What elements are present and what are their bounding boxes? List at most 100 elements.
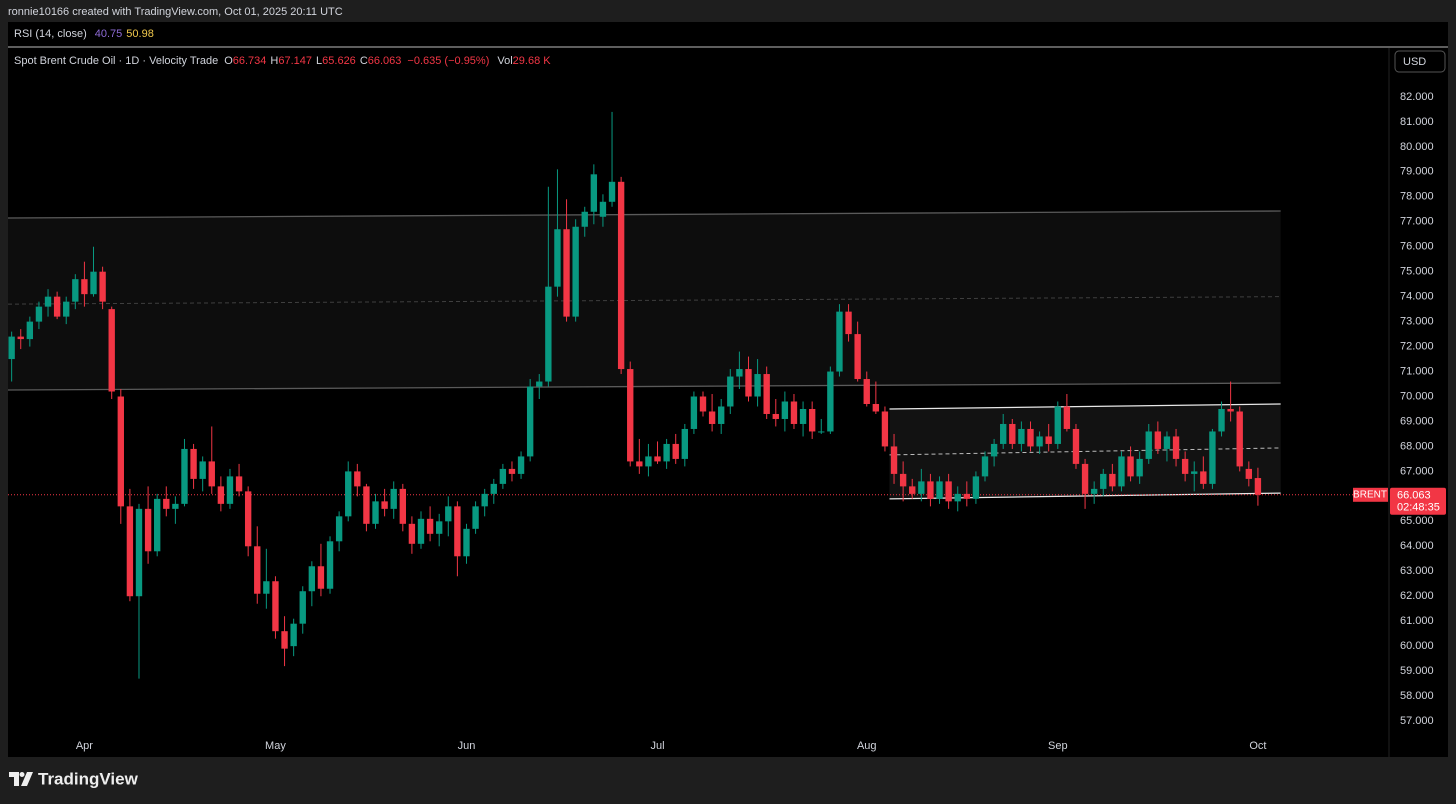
candle-body: [517, 456, 525, 474]
candle-body: [1018, 428, 1025, 444]
candle-body: [199, 461, 206, 479]
y-tick-label: 68.000: [1400, 440, 1434, 452]
candle-body: [690, 396, 698, 429]
candle-body: [72, 279, 79, 302]
candle-body: [217, 486, 225, 504]
y-tick-label: 60.000: [1400, 640, 1434, 652]
y-tick-label: 79.000: [1400, 166, 1434, 178]
candle-body: [672, 443, 679, 459]
currency[interactable]: USD: [1403, 56, 1426, 68]
brand-logo: TradingView: [9, 769, 139, 788]
zone-mid-line: [8, 296, 1281, 305]
candle-body: [1009, 423, 1016, 444]
candle-body: [8, 336, 15, 360]
candle-body: [254, 546, 261, 594]
candle-body: [536, 381, 543, 387]
brand-name: TradingView: [38, 769, 139, 788]
candle-body: [408, 523, 416, 544]
candle-body: [1081, 463, 1089, 494]
candle-body: [235, 476, 243, 492]
candle-body: [299, 591, 306, 624]
candle-body: [918, 481, 925, 494]
y-tick-label: 73.000: [1400, 316, 1434, 328]
candle-body: [244, 491, 252, 547]
candle-body: [481, 493, 488, 507]
candle-body: [836, 311, 843, 372]
candle-body: [290, 623, 297, 647]
candle-body: [872, 403, 880, 412]
candle-body: [1090, 488, 1098, 494]
candle-body: [590, 174, 598, 212]
candle-body: [154, 498, 161, 552]
y-tick-label: 80.000: [1400, 141, 1434, 153]
y-tick-label: 65.000: [1400, 515, 1434, 527]
y-tick-label: 63.000: [1400, 565, 1434, 577]
rsi-value: 50.98: [126, 28, 154, 40]
candle-body: [390, 488, 397, 509]
candle-body: [1209, 431, 1216, 484]
candle-body: [699, 396, 707, 412]
y-tick-label: 62.000: [1400, 590, 1434, 602]
candle-body: [1254, 478, 1262, 495]
candle-body: [818, 431, 825, 433]
candle-body: [281, 631, 288, 649]
candle-body: [1191, 471, 1198, 474]
y-tick-label: 67.000: [1400, 465, 1434, 477]
candle-body: [790, 401, 798, 424]
candle-body: [490, 483, 497, 494]
candle-body: [1236, 411, 1243, 467]
candle-body: [1145, 431, 1152, 459]
candle-body: [599, 201, 607, 217]
candle-body: [927, 481, 934, 499]
y-tick-label: 81.000: [1400, 116, 1434, 128]
ohlc-label: C: [360, 55, 368, 67]
candle-body: [208, 461, 215, 487]
candle-body: [1154, 431, 1162, 449]
y-tick-label: 69.000: [1400, 415, 1434, 427]
candle-body: [1063, 406, 1071, 429]
zone-top-line: [8, 210, 1281, 219]
candle-body: [335, 516, 343, 542]
candle-body: [308, 566, 316, 592]
candle-body: [745, 369, 752, 397]
candle-body: [508, 468, 516, 474]
rsi-title: RSI (14, close): [14, 28, 87, 40]
x-tick-label: Jul: [650, 740, 664, 752]
candle-body: [627, 369, 634, 462]
candle-body: [972, 476, 980, 499]
ohlc-value: 66.063: [368, 55, 402, 67]
candle-body: [163, 498, 170, 509]
vol-value: 29.68 K: [513, 55, 552, 67]
candle-body: [272, 581, 279, 632]
candle-body: [1163, 436, 1171, 449]
candle-body: [581, 211, 588, 227]
candle-body: [854, 334, 861, 380]
rsi-legend: RSI (14, close) 40.75 50.98: [14, 28, 154, 40]
candle-body: [317, 566, 325, 589]
symbol: Spot Brent Crude Oil · 1D · Velocity Tra…: [14, 55, 218, 67]
candle-body: [108, 309, 115, 392]
candle-body: [945, 481, 952, 502]
candle-body: [1200, 471, 1207, 484]
x-tick-label: Sep: [1048, 740, 1068, 752]
x-tick-label: Oct: [1249, 740, 1266, 752]
candle-body: [563, 229, 570, 317]
currency-button[interactable]: [1394, 50, 1446, 73]
candle-body: [181, 448, 188, 504]
y-tick-label: 71.000: [1400, 365, 1434, 377]
candle-body: [172, 503, 179, 509]
x-tick-label: Apr: [76, 740, 93, 752]
candle-body: [1172, 436, 1180, 459]
candle-body: [144, 508, 152, 552]
candle-body: [81, 279, 88, 295]
candle-body: [372, 501, 379, 524]
candle-body: [44, 296, 52, 307]
candle-body: [754, 374, 761, 397]
header-text: ronnie10166 created with TradingView.com…: [8, 6, 343, 18]
candle-body: [1045, 436, 1052, 444]
candle-body: [636, 461, 643, 467]
change: −0.635 (−0.95%): [407, 55, 489, 67]
candle-body: [1027, 428, 1034, 447]
y-tick-label: 74.000: [1400, 291, 1434, 303]
